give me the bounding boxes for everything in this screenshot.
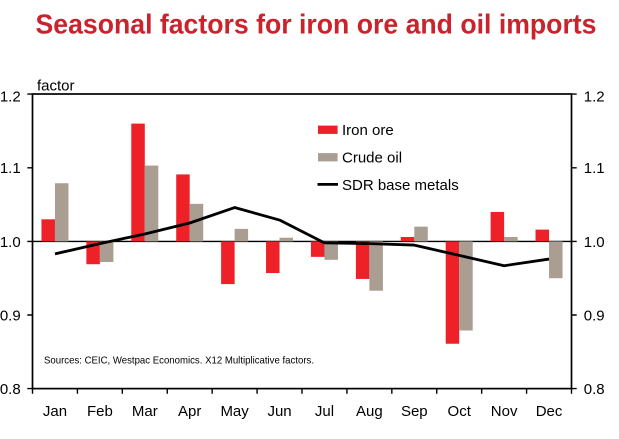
- svg-text:Jan: Jan: [43, 403, 67, 420]
- svg-text:Crude oil: Crude oil: [342, 150, 402, 167]
- svg-text:factor: factor: [37, 78, 75, 95]
- svg-text:Mar: Mar: [132, 403, 158, 420]
- svg-text:SDR base metals: SDR base metals: [342, 177, 459, 194]
- svg-text:0.8: 0.8: [584, 381, 605, 398]
- svg-text:0.8: 0.8: [0, 381, 21, 398]
- svg-text:1.1: 1.1: [0, 160, 21, 177]
- svg-text:Feb: Feb: [87, 403, 113, 420]
- svg-text:Aug: Aug: [356, 403, 383, 420]
- svg-text:Iron ore: Iron ore: [342, 122, 394, 139]
- svg-text:Sep: Sep: [401, 403, 428, 420]
- svg-text:1.1: 1.1: [584, 160, 605, 177]
- svg-text:Oct: Oct: [448, 403, 472, 420]
- svg-text:1.0: 1.0: [584, 234, 605, 251]
- svg-text:Apr: Apr: [178, 403, 201, 420]
- svg-text:Seasonal factors for iron ore: Seasonal factors for iron ore and oil im…: [36, 9, 597, 40]
- svg-text:Dec: Dec: [536, 403, 563, 420]
- svg-text:0.9: 0.9: [584, 307, 605, 324]
- svg-text:Jun: Jun: [267, 403, 291, 420]
- svg-text:Nov: Nov: [491, 403, 518, 420]
- svg-text:Sources: CEIC, Westpac Economi: Sources: CEIC, Westpac Economics. X12 Mu…: [44, 356, 314, 367]
- svg-text:1.2: 1.2: [584, 89, 605, 106]
- svg-text:May: May: [220, 403, 249, 420]
- svg-text:1.2: 1.2: [0, 89, 21, 106]
- svg-text:0.9: 0.9: [0, 307, 21, 324]
- svg-text:1.0: 1.0: [0, 234, 21, 251]
- svg-text:Jul: Jul: [315, 403, 334, 420]
